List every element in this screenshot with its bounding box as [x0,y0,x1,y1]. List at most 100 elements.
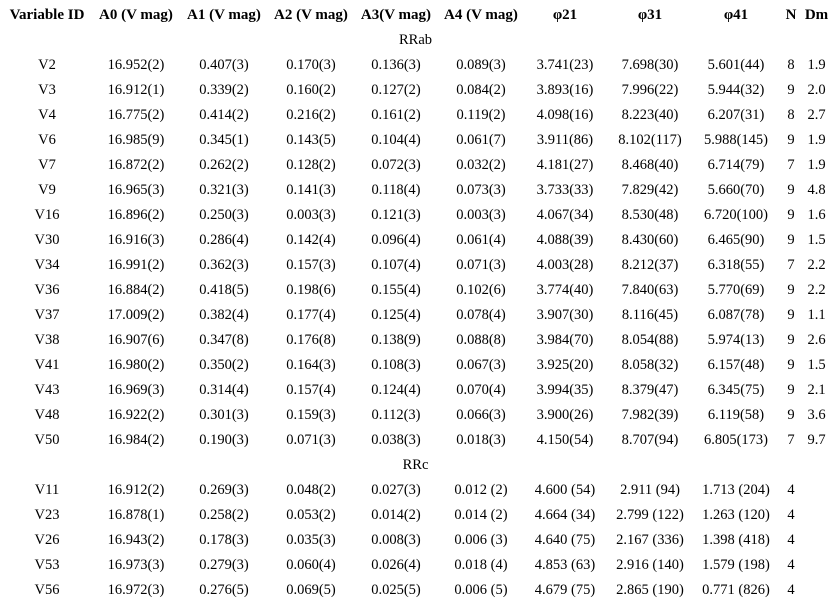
value-cell: 1.5 [807,232,826,248]
value-cell: 3.893(16) [536,82,594,98]
value-cell: 4 [787,582,795,598]
value-cell: 6.318(55) [707,257,765,273]
value-cell: 0.104(4) [371,132,421,148]
value-cell: 4.8 [807,182,826,198]
value-cell: 0.262(2) [199,157,249,173]
value-cell: 0.345(1) [199,132,249,148]
value-cell: 3.994(35) [536,382,594,398]
value-cell: 6.207(31) [707,107,765,123]
value-cell: 0.014 (2) [454,507,508,523]
value-cell: 16.980(2) [107,357,165,373]
value-cell: 16.969(3) [107,382,165,398]
value-cell: 0.258(2) [199,507,249,523]
value-cell: 2.865 (190) [616,582,684,598]
value-cell: 0.073(3) [456,182,506,198]
value-cell: 0.136(3) [371,57,421,73]
value-cell: 1.9 [807,57,826,73]
value-cell: 0.216(2) [286,107,336,123]
value-cell: 4 [787,482,795,498]
column-header-a1: A1 (V mag) [187,7,261,23]
value-cell: 6.119(58) [707,407,765,423]
variable-id-cell: V4 [38,107,56,123]
value-cell: 9 [787,82,795,98]
value-cell: 7.698(30) [621,57,679,73]
value-cell: 16.972(3) [107,582,165,598]
column-header-a3: A3(V mag) [360,7,432,23]
table-row: V11 16.912(2) 0.269(3) 0.048(2) 0.027(3) 0.01… [0,478,831,503]
value-cell: 0.003(3) [286,207,336,223]
value-cell: 16.985(9) [107,132,165,148]
value-cell: 5.770(69) [707,282,765,298]
value-cell: 2.7 [807,107,826,123]
value-cell: 0.157(4) [286,382,336,398]
value-cell: 0.160(2) [286,82,336,98]
value-cell: 6.465(90) [707,232,765,248]
variable-id-cell: V30 [34,232,60,248]
value-cell: 16.922(2) [107,407,165,423]
value-cell: 1.713 (204) [702,482,770,498]
value-cell: 1.5 [807,357,826,373]
value-cell: 0.178(3) [199,532,249,548]
column-header-a0: A0 (V mag) [99,7,173,23]
variable-id-cell: V48 [34,407,60,423]
variable-id-cell: V6 [38,132,56,148]
value-cell: 7.829(42) [621,182,679,198]
value-cell: 5.660(70) [707,182,765,198]
value-cell: 2.167 (336) [616,532,684,548]
table-row: V53 16.973(3) 0.279(3) 0.060(4) 0.026(4) 0.01… [0,553,831,578]
value-cell: 0.026(4) [371,557,421,573]
value-cell: 4.181(27) [536,157,594,173]
value-cell: 5.988(145) [703,132,769,148]
value-cell: 0.072(3) [371,157,421,173]
value-cell: 2.911 (94) [620,482,680,498]
value-cell: 16.991(2) [107,257,165,273]
variable-id-cell: V56 [34,582,60,598]
value-cell: 8.530(48) [621,207,679,223]
section-label: RRab [398,32,433,48]
value-cell: 0.347(8) [199,332,249,348]
table-row: V50 16.984(2) 0.190(3) 0.071(3) 0.038(3) 0.01… [0,428,831,453]
value-cell: 7 [787,257,795,273]
table-row: V7 16.872(2) 0.262(2) 0.128(2) 0.072(3) 0.032… [0,153,831,178]
value-cell: 16.896(2) [107,207,165,223]
variable-id-cell: V34 [34,257,60,273]
value-cell: 2.0 [807,82,826,98]
value-cell: 4.098(16) [536,107,594,123]
value-cell: 9 [787,207,795,223]
value-cell: 6.720(100) [703,207,769,223]
value-cell: 9 [787,407,795,423]
value-cell: 0.035(3) [286,532,336,548]
value-cell: 4 [787,532,795,548]
value-cell: 9 [787,182,795,198]
value-cell: 16.973(3) [107,557,165,573]
value-cell: 3.907(30) [536,307,594,323]
value-cell: 0.053(2) [286,507,336,523]
value-cell: 8 [787,57,795,73]
value-cell: 7.840(63) [621,282,679,298]
value-cell: 1.398 (418) [702,532,770,548]
value-cell: 9 [787,382,795,398]
value-cell: 4.664 (34) [534,507,596,523]
value-cell: 0.286(4) [199,232,249,248]
value-cell: 0.124(4) [371,382,421,398]
value-cell: 0.038(3) [371,432,421,448]
value-cell: 9 [787,357,795,373]
value-cell: 0.161(2) [371,107,421,123]
table-row: V4 16.775(2) 0.414(2) 0.216(2) 0.161(2) 0.119… [0,103,831,128]
value-cell: 9 [787,232,795,248]
value-cell: 4 [787,507,795,523]
value-cell: 0.250(3) [199,207,249,223]
value-cell: 0.078(4) [456,307,506,323]
value-cell: 8.116(45) [621,307,679,323]
value-cell: 4.853 (63) [534,557,596,573]
value-cell [802,503,831,528]
value-cell: 0.088(8) [456,332,506,348]
table-row: V41 16.980(2) 0.350(2) 0.164(3) 0.108(3) 0.06… [0,353,831,378]
value-cell: 0.060(4) [286,557,336,573]
value-cell: 16.872(2) [107,157,165,173]
column-header-dm: Dm [804,7,829,23]
column-header-phi41: φ41 [723,7,749,23]
table-row: V30 16.916(3) 0.286(4) 0.142(4) 0.096(4) 0.06… [0,228,831,253]
value-cell: 8 [787,107,795,123]
value-cell: 16.884(2) [107,282,165,298]
